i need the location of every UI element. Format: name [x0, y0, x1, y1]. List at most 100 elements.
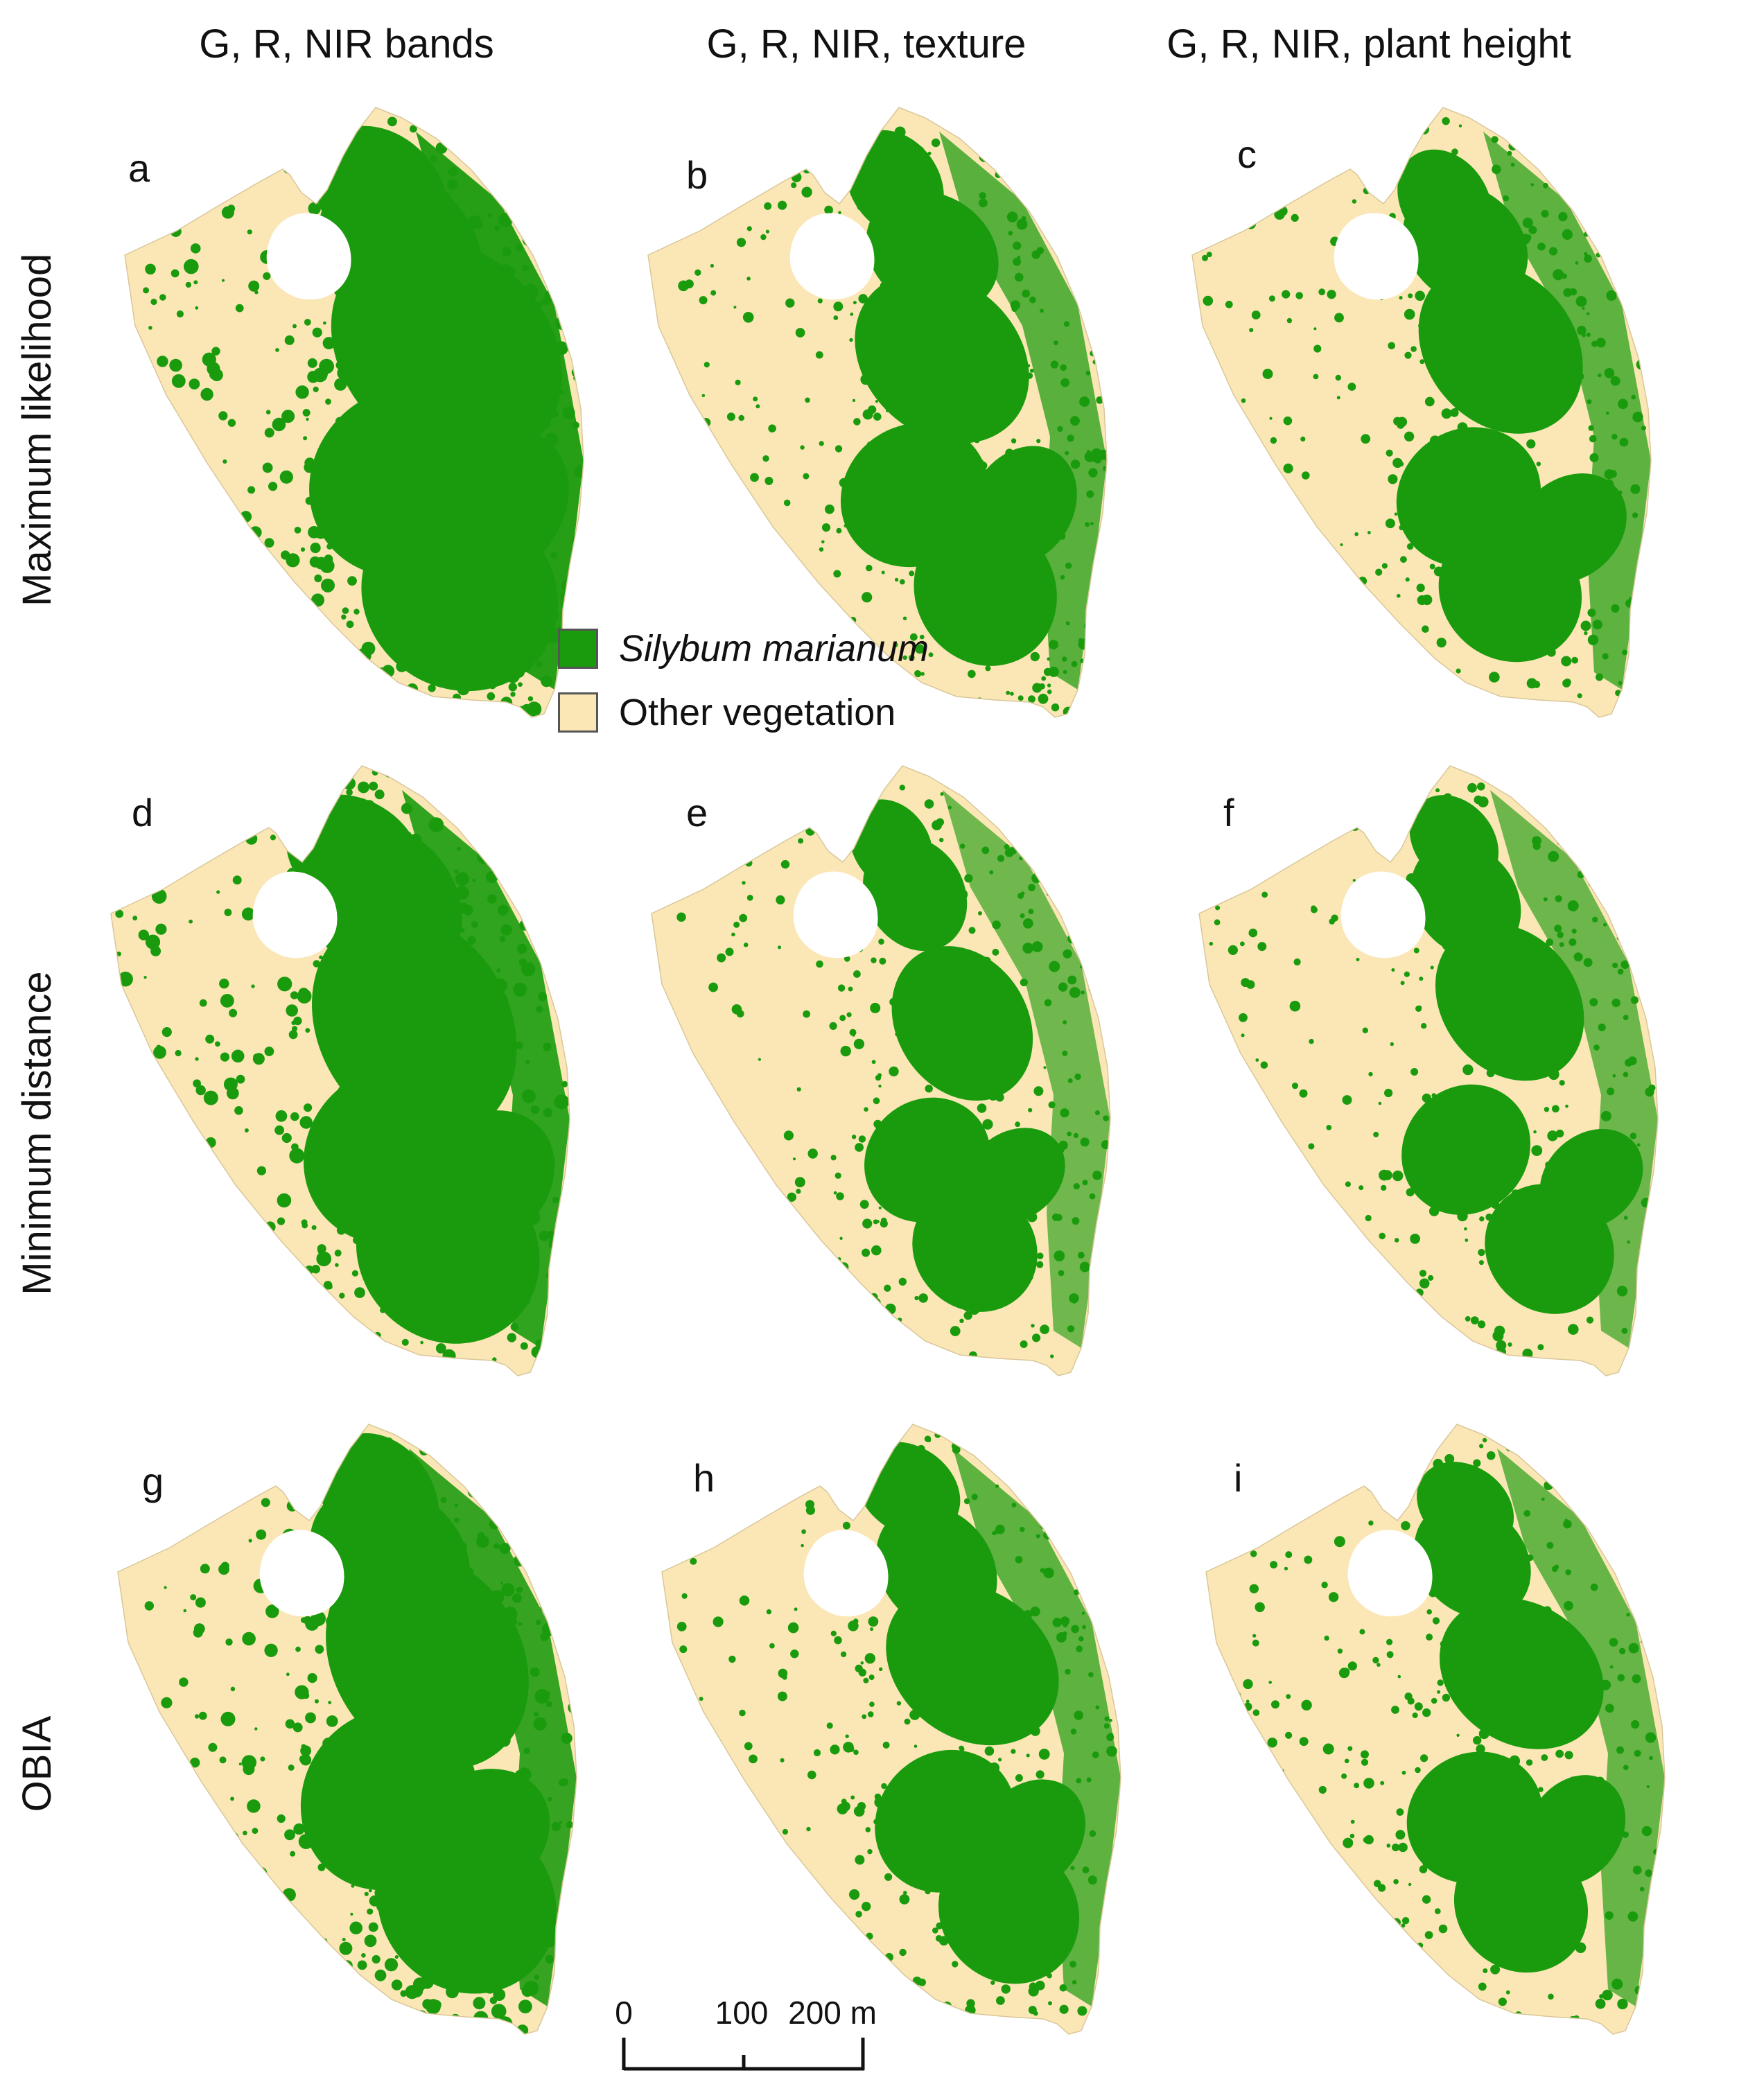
panel-letter-e: e [686, 791, 708, 834]
silybum-speckle [247, 229, 252, 235]
silybum-speckle [1065, 821, 1072, 828]
silybum-speckle [351, 1270, 358, 1277]
silybum-speckle [1289, 1000, 1301, 1012]
silybum-speckle [806, 1826, 811, 1832]
silybum-speckle [1285, 1551, 1293, 1559]
silybum-speckle [318, 1173, 325, 1180]
silybum-speckle [416, 1766, 421, 1771]
silybum-speckle [979, 1155, 986, 1161]
silybum-speckle [834, 1636, 842, 1645]
silybum-speckle [1528, 423, 1533, 428]
silybum-speckle [277, 1217, 286, 1225]
silybum-speckle [790, 1650, 799, 1659]
silybum-speckle [216, 665, 224, 673]
silybum-speckle [982, 1890, 993, 1901]
silybum-speckle [1465, 448, 1474, 456]
silybum-speckle [363, 194, 369, 200]
silybum-speckle [1621, 1327, 1628, 1334]
silybum-speckle [478, 1430, 488, 1440]
silybum-speckle [324, 554, 333, 564]
silybum-speckle [1505, 1990, 1510, 1995]
silybum-speckle [1471, 979, 1481, 990]
silybum-speckle [736, 1245, 740, 1249]
silybum-speckle [1015, 1555, 1023, 1564]
silybum-speckle [904, 532, 915, 543]
silybum-speckle [950, 1326, 961, 1336]
silybum-speckle [1313, 374, 1319, 380]
silybum-speckle [426, 1160, 442, 1175]
silybum-speckle [347, 1844, 356, 1853]
silybum-speckle [1440, 306, 1451, 317]
silybum-speckle [284, 335, 295, 345]
silybum-speckle [1347, 1661, 1357, 1671]
silybum-speckle [1367, 213, 1374, 220]
silybum-speckle [543, 822, 551, 829]
silybum-speckle [914, 852, 925, 863]
silybum-speckle [1267, 1902, 1277, 1913]
silybum-speckle [1437, 1679, 1444, 1686]
silybum-speckle [538, 301, 543, 307]
silybum-speckle [1243, 2005, 1248, 2010]
silybum-speckle [1074, 271, 1078, 276]
silybum-speckle [733, 306, 737, 309]
silybum-speckle [1623, 1216, 1628, 1220]
silybum-speckle [1078, 153, 1088, 163]
silybum-speckle [1461, 306, 1465, 310]
silybum-speckle [1349, 1833, 1355, 1839]
silybum-speckle [768, 424, 776, 432]
silybum-speckle [942, 1081, 945, 1085]
silybum-speckle [561, 1733, 573, 1744]
silybum-speckle [1548, 390, 1559, 401]
silybum-speckle [1593, 620, 1602, 630]
silybum-speckle [1605, 1429, 1614, 1437]
silybum-speckle [1586, 1851, 1591, 1857]
silybum-speckle [936, 818, 944, 826]
silybum-speckle [991, 509, 1000, 518]
silybum-speckle [867, 1848, 873, 1855]
silybum-speckle [374, 789, 385, 800]
silybum-speckle [382, 820, 395, 832]
silybum-speckle [340, 660, 349, 670]
silybum-speckle [1011, 577, 1020, 585]
silybum-speckle [1620, 960, 1629, 969]
silybum-speckle [1377, 117, 1386, 125]
silybum-speckle [1545, 1161, 1553, 1169]
map-panel-e: e [638, 762, 1217, 1442]
silybum-speckle [1406, 543, 1414, 550]
silybum-speckle [852, 399, 856, 402]
silybum-eastern-strip [939, 132, 1107, 690]
silybum-speckle [838, 211, 841, 215]
silybum-speckle [464, 1479, 469, 1483]
silybum-speckle [489, 1729, 503, 1742]
silybum-speckle [1286, 1694, 1291, 1699]
silybum-speckle [1397, 593, 1401, 598]
silybum-speckle [333, 1363, 347, 1376]
silybum-speckle [868, 405, 877, 414]
silybum-speckle [265, 410, 271, 414]
silybum-speckle [307, 1500, 314, 1507]
silybum-speckle [1373, 1132, 1379, 1137]
silybum-speckle [1441, 268, 1447, 275]
silybum-speckle [862, 316, 871, 326]
silybum-speckle [272, 417, 286, 432]
silybum-speckle [129, 1199, 136, 1206]
silybum-speckle [868, 1587, 876, 1595]
silybum-speckle [916, 1109, 923, 1117]
silybum-speckle [1457, 422, 1468, 432]
silybum-speckle [1458, 601, 1465, 608]
silybum-speckle [1512, 1034, 1519, 1042]
silybum-speckle [874, 1793, 882, 1801]
silybum-speckle [334, 1608, 344, 1618]
silybum-speckle [1006, 1680, 1013, 1686]
silybum-speckle [405, 1687, 412, 1693]
silybum-speckle [446, 1287, 462, 1302]
silybum-speckle [283, 165, 292, 174]
silybum-speckle [1519, 234, 1530, 245]
silybum-speckle [1227, 1543, 1235, 1552]
silybum-speckle [1361, 434, 1371, 444]
silybum-speckle [399, 1425, 413, 1438]
silybum-speckle [372, 1612, 387, 1627]
silybum-speckle [394, 193, 409, 207]
silybum-speckle [858, 1135, 866, 1143]
